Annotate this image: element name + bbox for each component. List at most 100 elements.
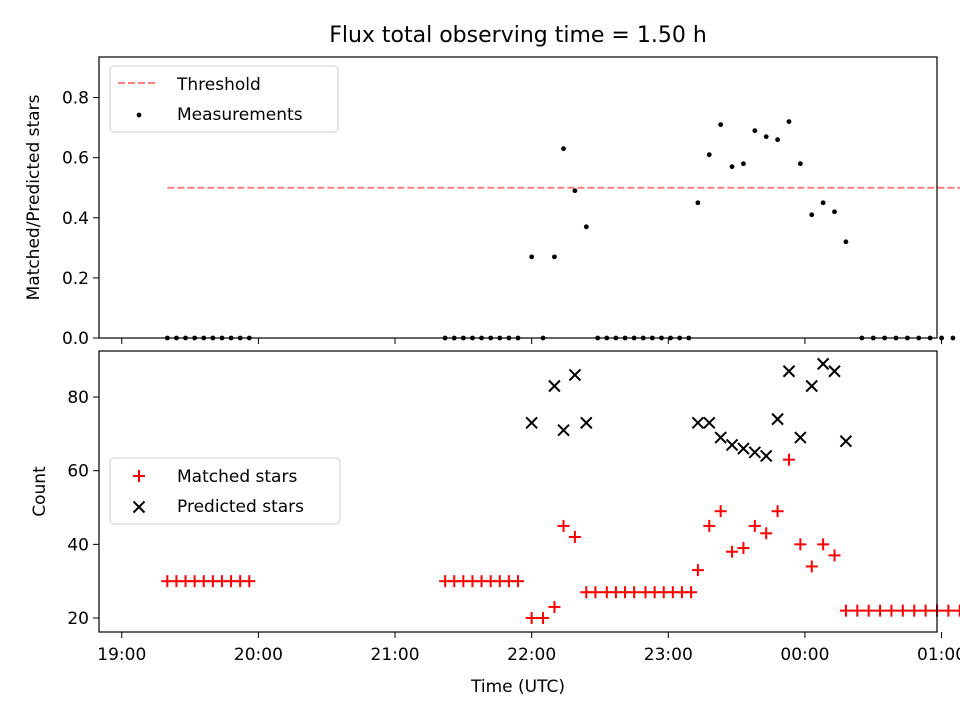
matched-star-point — [839, 604, 852, 617]
measurement-point — [809, 212, 815, 218]
measurement-point — [939, 335, 944, 341]
matched-star-point — [628, 586, 641, 599]
legend-predicted-label: Predicted stars — [177, 497, 304, 517]
x-marker-b — [839, 435, 853, 448]
predicted-star-point — [748, 446, 762, 459]
predicted-star-point — [557, 423, 570, 437]
bottom-y-tick-label: 20 — [67, 609, 89, 629]
matched-star-point — [828, 549, 841, 562]
x-marker-b — [816, 357, 830, 371]
x-tick-label: 22:00 — [507, 645, 556, 665]
legend-box — [109, 457, 341, 525]
matched-star-point — [737, 542, 750, 555]
matched-star-point — [243, 575, 256, 588]
matched-star-point — [691, 564, 704, 577]
measurement-point — [752, 128, 758, 134]
legend-measurements-swatch — [136, 112, 142, 118]
matched-star-point — [726, 545, 739, 558]
predicted-star-point — [580, 416, 593, 430]
x-tick-label: 23:00 — [644, 645, 693, 665]
measurement-point — [718, 122, 724, 128]
bottom-y-axis-label: Count — [30, 466, 50, 517]
matched-star-point — [896, 604, 909, 617]
measurement-point — [741, 161, 746, 167]
matched-star-point — [548, 600, 561, 613]
measurement-point — [706, 152, 712, 158]
matched-star-point — [537, 612, 550, 625]
measurement-point — [695, 200, 701, 206]
x-marker-b — [725, 438, 739, 452]
matched-star-point — [885, 604, 898, 617]
predicted-star-point — [816, 357, 830, 371]
predicted-star-point — [568, 368, 582, 382]
top-y-axis-label: Matched/Predicted stars — [24, 94, 44, 300]
predicted-star-point — [525, 416, 538, 430]
x-marker-b — [771, 412, 784, 426]
predicted-star-point — [771, 412, 784, 426]
matched-stars-points — [161, 453, 960, 625]
x-tick-label: 19:00 — [97, 645, 146, 665]
x-tick-label: 21:00 — [371, 645, 420, 665]
matched-star-point — [525, 612, 538, 625]
top-y-tick-label: 0.0 — [62, 329, 89, 349]
matched-star-point — [557, 519, 570, 532]
matched-star-point — [760, 527, 773, 540]
matched-star-point — [919, 604, 932, 617]
measurement-point — [820, 200, 826, 206]
matched-star-point — [953, 604, 960, 617]
x-tick-label: 01:00 — [917, 645, 960, 665]
matched-star-point — [748, 519, 761, 532]
x-marker-b — [748, 446, 762, 459]
predicted-star-point — [828, 365, 841, 378]
matched-star-point — [771, 505, 784, 518]
predicted-star-point — [839, 435, 853, 448]
matched-star-point — [512, 575, 524, 588]
top-y-tick-label: 0.2 — [62, 269, 89, 289]
bottom-y-tick-label: 80 — [67, 388, 89, 408]
x-marker-b — [737, 442, 750, 455]
predicted-star-point — [760, 449, 773, 463]
legend-threshold-label: Threshold — [176, 75, 261, 95]
predicted-star-point — [703, 416, 716, 430]
matched-star-point — [805, 560, 818, 573]
legend-matched-label: Matched stars — [177, 467, 297, 487]
measurement-point — [529, 254, 535, 260]
measurement-point — [775, 137, 780, 143]
top-axes-frame — [98, 56, 938, 339]
top-y-tick-label: 0.8 — [62, 89, 89, 109]
x-marker-b — [525, 416, 538, 430]
measurement-point — [786, 119, 792, 125]
x-tick-label: 20:00 — [234, 645, 283, 665]
legend-predicted-swatch — [132, 500, 146, 514]
x-marker-b — [794, 431, 807, 444]
x-axis-label: Time (UTC) — [470, 677, 565, 697]
measurement-point — [552, 254, 557, 260]
predicted-stars-points — [525, 357, 853, 463]
legend-matched-swatch — [133, 470, 145, 482]
measurement-point — [832, 209, 837, 215]
x-tick-label: 00:00 — [780, 645, 829, 665]
predicted-star-point — [548, 379, 561, 393]
matched-star-point — [703, 519, 716, 532]
x-marker-b — [714, 431, 727, 444]
measurement-point — [763, 134, 769, 140]
x-marker-b — [580, 416, 593, 430]
x-marker-b — [568, 368, 582, 382]
measurement-point — [797, 161, 803, 167]
predicted-star-point — [691, 416, 705, 430]
measurement-point — [729, 164, 735, 170]
x-marker-b — [703, 416, 716, 430]
x-marker-b — [782, 365, 796, 378]
top-y-tick-label: 0.4 — [62, 209, 89, 229]
x-marker-b — [132, 500, 146, 514]
predicted-star-point — [805, 379, 818, 393]
bottom-legend: Matched stars Predicted stars — [109, 457, 341, 525]
matched-star-point — [908, 604, 921, 617]
x-marker-b — [760, 449, 773, 463]
top-panel: 0.00.20.40.60.8 Matched/Predicted stars … — [24, 56, 960, 349]
x-marker-b — [548, 379, 561, 393]
measurement-point — [843, 239, 849, 245]
matched-star-point — [685, 586, 698, 599]
predicted-star-point — [737, 442, 750, 455]
